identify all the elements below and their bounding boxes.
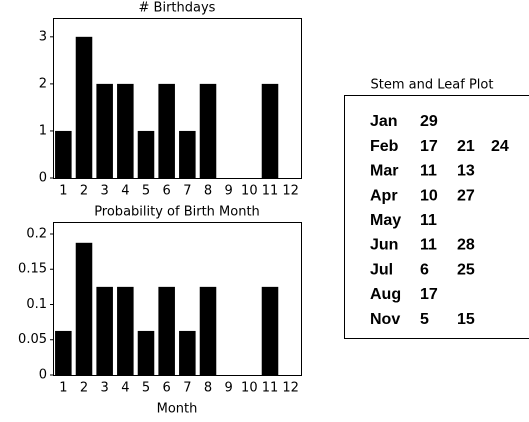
leaf: 11 (420, 212, 437, 229)
bar (200, 287, 217, 375)
y-tick-label: 3 (39, 29, 47, 44)
stem: Jun (370, 237, 398, 254)
x-tick-label: 3 (101, 381, 109, 396)
x-tick-label: 2 (80, 381, 88, 396)
leaf: 11 (420, 237, 437, 254)
stem: Aug (370, 286, 401, 303)
stem: Mar (370, 163, 398, 180)
x-tick-label: 10 (241, 381, 258, 396)
y-tick-label: 0.05 (18, 332, 47, 347)
x-tick-label: 11 (262, 184, 279, 199)
leaf: 25 (457, 261, 475, 278)
y-tick-label: 1 (39, 123, 47, 138)
x-tick-label: 9 (225, 381, 233, 396)
x-axis-label: Month (157, 402, 198, 417)
x-tick-label: 2 (80, 184, 88, 199)
y-tick-label: 0 (39, 368, 47, 383)
x-tick-label: 4 (121, 184, 129, 199)
y-tick-label: 0.15 (18, 262, 47, 277)
leaf: 15 (457, 311, 475, 328)
bar (96, 84, 113, 178)
x-tick-label: 4 (121, 381, 129, 396)
stem: Feb (370, 138, 399, 155)
bar (262, 287, 279, 375)
x-tick-label: 1 (59, 184, 67, 199)
x-tick-label: 6 (163, 381, 171, 396)
bar (179, 331, 196, 375)
x-tick-label: 7 (183, 381, 191, 396)
x-tick-label: 8 (204, 381, 212, 396)
leaf: 27 (457, 187, 475, 204)
bar (117, 287, 134, 375)
bar (200, 84, 217, 178)
bar (96, 287, 113, 375)
bar (76, 37, 93, 178)
x-tick-label: 8 (204, 184, 212, 199)
bar (158, 287, 175, 375)
leaf: 17 (420, 286, 438, 303)
chart-title: # Birthdays (139, 1, 216, 16)
x-tick-label: 5 (142, 381, 150, 396)
leaf: 6 (420, 261, 429, 278)
leaf: 10 (420, 187, 438, 204)
bar (55, 131, 72, 178)
x-tick-label: 12 (282, 381, 299, 396)
leaf: 13 (457, 163, 475, 180)
bar (158, 84, 175, 178)
x-tick-label: 7 (183, 184, 191, 199)
bar (138, 331, 155, 375)
leaf: 21 (457, 138, 475, 155)
bar (117, 84, 134, 178)
leaf: 28 (457, 237, 475, 254)
leaf: 24 (491, 138, 509, 155)
stem-leaf-rows: Jan 29 Feb 17 21 24 Mar 11 13 Apr 10 27 May 11 Jun 11 28… (370, 113, 509, 328)
bar (262, 84, 279, 178)
stem: Nov (370, 311, 400, 328)
leaf: 17 (420, 138, 438, 155)
stem: May (370, 212, 401, 229)
stem: Jan (370, 113, 398, 130)
y-tick-label: 0.1 (26, 297, 47, 312)
bar (138, 131, 155, 178)
stem: Apr (370, 187, 398, 204)
x-tick-label: 3 (101, 184, 109, 199)
x-tick-label: 6 (163, 184, 171, 199)
x-tick-label: 1 (59, 381, 67, 396)
stem-leaf-title: Stem and Leaf Plot (371, 78, 494, 93)
stem: Jul (370, 261, 393, 278)
chart-title: Probability of Birth Month (94, 205, 260, 220)
bar (179, 131, 196, 178)
y-tick-label: 2 (39, 76, 47, 91)
x-tick-label: 12 (282, 184, 299, 199)
x-tick-label: 10 (241, 184, 258, 199)
bar (55, 331, 72, 375)
leaf: 29 (420, 113, 438, 130)
y-tick-label: 0.2 (26, 226, 47, 241)
x-tick-label: 5 (142, 184, 150, 199)
leaf: 5 (420, 311, 429, 328)
y-tick-label: 0 (39, 171, 47, 186)
x-tick-label: 11 (262, 381, 279, 396)
x-tick-label: 9 (225, 184, 233, 199)
leaf: 11 (420, 163, 437, 180)
bar (76, 243, 93, 375)
